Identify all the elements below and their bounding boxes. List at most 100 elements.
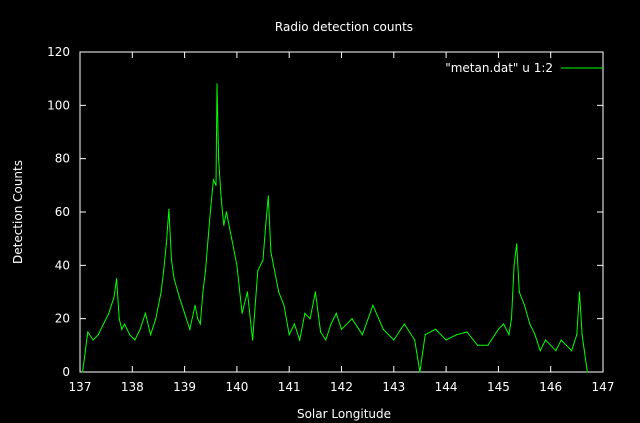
data-point	[144, 312, 146, 314]
data-point	[262, 259, 264, 261]
x-tick-label: 137	[69, 380, 92, 394]
data-point	[581, 334, 583, 336]
data-point	[325, 339, 327, 341]
data-point	[155, 318, 157, 320]
x-tick-label: 145	[487, 380, 510, 394]
y-tick-label: 60	[55, 205, 70, 219]
data-point	[304, 312, 306, 314]
data-point	[236, 264, 238, 266]
data-point	[215, 184, 217, 186]
x-tick-label: 142	[330, 380, 353, 394]
data-point	[87, 331, 89, 333]
data-point	[523, 304, 526, 306]
data-point	[550, 344, 552, 346]
data-point	[518, 291, 520, 293]
data-point	[544, 339, 547, 341]
y-tick-label: 20	[55, 312, 70, 326]
series-layer	[82, 83, 588, 373]
data-point	[270, 251, 272, 253]
x-tick-label: 140	[225, 380, 248, 394]
data-point	[272, 264, 275, 266]
x-tick-label: 144	[435, 380, 458, 394]
data-point	[578, 291, 581, 293]
data-point	[503, 323, 505, 325]
data-point	[97, 334, 99, 336]
data-point	[393, 339, 395, 341]
data-point	[210, 206, 212, 208]
data-point	[113, 296, 115, 298]
data-point	[160, 291, 162, 293]
data-point	[497, 328, 499, 330]
x-tick-label: 139	[173, 380, 196, 394]
data-point	[178, 296, 180, 298]
data-point	[223, 224, 225, 226]
data-point	[278, 291, 280, 293]
data-point	[565, 344, 568, 346]
data-point	[246, 291, 248, 293]
x-axis-label: Solar Longitude	[297, 407, 391, 421]
data-point	[184, 312, 186, 314]
data-point	[435, 328, 437, 330]
data-point	[529, 323, 531, 325]
data-point	[403, 323, 405, 325]
data-point	[456, 334, 458, 336]
data-point	[293, 323, 295, 325]
data-point	[476, 344, 479, 346]
y-tick-label: 80	[55, 152, 70, 166]
data-point	[173, 278, 175, 280]
x-tick-label: 147	[592, 380, 615, 394]
data-point	[252, 339, 254, 341]
data-point	[92, 339, 94, 341]
data-point	[116, 278, 118, 280]
data-point	[118, 318, 120, 320]
data-point	[372, 304, 374, 306]
data-point	[134, 339, 136, 341]
data-point	[108, 312, 110, 314]
data-point	[218, 158, 220, 160]
data-point	[299, 339, 301, 341]
y-tick-label: 100	[47, 98, 70, 112]
data-point	[309, 318, 311, 320]
data-point	[382, 328, 384, 330]
data-point	[351, 318, 353, 320]
x-tick-label: 146	[539, 380, 562, 394]
chart-title: Radio detection counts	[275, 20, 413, 34]
data-point	[220, 198, 222, 200]
data-point	[424, 334, 426, 336]
data-point	[340, 328, 343, 330]
data-point	[231, 238, 233, 240]
data-point	[194, 304, 196, 306]
data-point	[283, 304, 285, 306]
data-point	[571, 350, 573, 352]
y-tick-label: 120	[47, 45, 70, 59]
data-point	[267, 195, 269, 197]
data-point	[534, 334, 536, 336]
data-point	[207, 238, 209, 240]
data-point	[516, 243, 518, 245]
data-point	[123, 323, 126, 325]
data-point	[419, 371, 421, 373]
data-point	[163, 270, 165, 272]
data-point	[199, 323, 201, 325]
data-point	[202, 291, 204, 293]
legend: "metan.dat" u 1:2	[445, 61, 603, 75]
data-point	[150, 334, 152, 336]
data-point	[121, 328, 123, 330]
data-point	[560, 339, 562, 341]
data-point	[197, 318, 199, 320]
data-point	[539, 350, 541, 352]
y-tick-label: 0	[62, 365, 70, 379]
data-point	[487, 344, 489, 346]
data-point	[212, 179, 214, 181]
data-point	[216, 83, 218, 85]
data-point	[129, 334, 131, 336]
data-point	[189, 328, 191, 330]
data-point	[288, 334, 290, 336]
data-point	[102, 323, 105, 325]
data-point	[168, 208, 170, 210]
data-point	[204, 270, 207, 272]
data-point	[466, 331, 468, 333]
data-point	[225, 211, 227, 213]
data-point	[414, 339, 416, 341]
